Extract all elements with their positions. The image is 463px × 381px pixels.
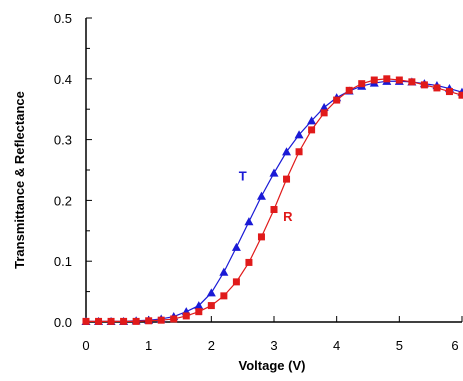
data-point-R	[370, 76, 378, 84]
data-point-R	[157, 316, 165, 324]
data-point-R	[295, 148, 303, 156]
data-point-R	[270, 206, 278, 214]
x-tick-label: 3	[270, 338, 277, 353]
data-point-R	[120, 317, 128, 325]
series-layer	[81, 75, 463, 325]
data-point-T	[319, 102, 329, 111]
data-point-R	[195, 308, 203, 316]
data-point-T	[219, 267, 229, 276]
y-tick-label: 0.4	[54, 72, 72, 87]
data-point-T	[269, 168, 279, 177]
data-point-R	[232, 278, 240, 286]
data-point-R	[395, 76, 403, 84]
x-tick-label: 1	[145, 338, 152, 353]
y-axis: 0.0 0.1 0.2 0.3 0.4 0.5	[54, 11, 92, 330]
y-axis-label: Transmittance & Reflectance	[12, 91, 27, 269]
series-line-T	[86, 80, 463, 322]
data-point-R	[308, 126, 316, 134]
data-point-R	[320, 109, 328, 117]
x-axis-label: Voltage (V)	[239, 358, 306, 373]
series-label-T: T	[239, 168, 247, 183]
y-tick-label: 0.3	[54, 133, 72, 148]
data-point-R	[145, 317, 153, 325]
x-tick-label: 2	[208, 338, 215, 353]
data-point-T	[231, 242, 241, 251]
data-point-R	[95, 317, 103, 325]
data-point-R	[257, 233, 265, 241]
data-point-R	[445, 88, 453, 96]
data-point-R	[458, 91, 463, 99]
data-point-T	[206, 288, 216, 297]
series-label-R: R	[283, 209, 293, 224]
data-point-R	[182, 312, 190, 320]
x-tick-label: 0	[82, 338, 89, 353]
data-point-T	[244, 217, 254, 226]
y-tick-label: 0.2	[54, 193, 72, 208]
data-point-R	[245, 258, 253, 266]
y-tick-label: 0.5	[54, 11, 72, 26]
data-point-R	[408, 78, 416, 86]
data-point-T	[194, 301, 204, 310]
data-point-T	[282, 147, 292, 156]
data-point-T	[256, 191, 266, 200]
data-point-R	[345, 86, 353, 94]
data-point-R	[383, 75, 391, 83]
data-point-R	[333, 96, 341, 104]
data-point-R	[358, 80, 366, 88]
x-tick-label: 6	[451, 338, 458, 353]
series-line-R	[86, 78, 463, 322]
y-tick-label: 0.1	[54, 254, 72, 269]
data-point-T	[294, 130, 304, 139]
annotation-layer: TR	[239, 168, 293, 224]
data-point-R	[82, 317, 90, 325]
data-point-T	[307, 116, 317, 125]
data-point-R	[283, 175, 291, 183]
data-point-R	[433, 84, 441, 92]
data-point-R	[132, 317, 140, 325]
x-tick-label: 4	[333, 338, 340, 353]
data-point-R	[220, 292, 228, 300]
data-point-R	[207, 302, 215, 310]
data-point-R	[420, 81, 428, 89]
data-point-R	[107, 317, 115, 325]
y-tick-label: 0.0	[54, 315, 72, 330]
data-point-R	[170, 315, 178, 323]
x-tick-label: 5	[396, 338, 403, 353]
